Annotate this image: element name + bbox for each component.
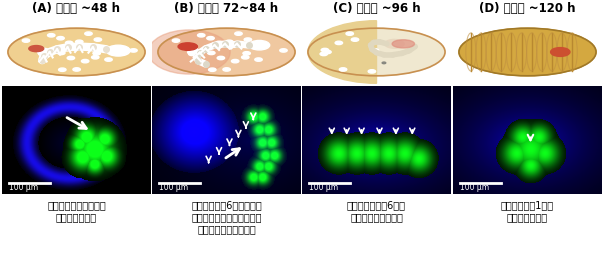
Wedge shape — [308, 21, 376, 83]
Circle shape — [85, 32, 92, 35]
Circle shape — [94, 38, 102, 41]
Ellipse shape — [158, 28, 295, 76]
Circle shape — [232, 59, 239, 63]
Circle shape — [105, 58, 113, 61]
Text: (A) 産卵後 ~48 h: (A) 産卵後 ~48 h — [33, 2, 120, 15]
Circle shape — [346, 32, 353, 35]
Circle shape — [223, 68, 231, 71]
Circle shape — [280, 49, 287, 52]
Circle shape — [191, 48, 198, 52]
Text: (B) 産卵後 72~84 h: (B) 産卵後 72~84 h — [174, 2, 278, 15]
Circle shape — [217, 56, 224, 60]
Circle shape — [45, 50, 53, 54]
Text: 100 μm: 100 μm — [309, 183, 339, 192]
Circle shape — [320, 52, 327, 56]
Circle shape — [38, 51, 45, 54]
Circle shape — [172, 39, 180, 42]
Circle shape — [385, 39, 404, 48]
Circle shape — [59, 68, 66, 72]
Circle shape — [41, 48, 48, 52]
Ellipse shape — [29, 46, 44, 52]
Text: 共生細菌は胚体の腹面
に集積（矢印）: 共生細菌は胚体の腹面 に集積（矢印） — [47, 200, 106, 222]
Ellipse shape — [392, 40, 414, 48]
Ellipse shape — [308, 28, 445, 76]
Ellipse shape — [178, 43, 197, 50]
Circle shape — [73, 68, 80, 71]
Text: 100 μm: 100 μm — [10, 183, 39, 192]
Circle shape — [67, 56, 74, 60]
Circle shape — [215, 41, 223, 45]
Circle shape — [65, 41, 73, 45]
Circle shape — [243, 52, 250, 55]
Circle shape — [57, 51, 65, 55]
Circle shape — [76, 40, 83, 43]
Circle shape — [22, 39, 30, 42]
Circle shape — [324, 50, 331, 54]
Circle shape — [244, 38, 252, 41]
Circle shape — [207, 37, 214, 40]
Circle shape — [195, 50, 203, 54]
Text: 100 μm: 100 μm — [460, 183, 489, 192]
Circle shape — [321, 48, 329, 52]
Text: (D) 産卵後 ~120 h: (D) 産卵後 ~120 h — [479, 2, 576, 15]
Circle shape — [39, 52, 46, 56]
Ellipse shape — [8, 28, 145, 76]
Circle shape — [91, 56, 99, 59]
Circle shape — [209, 68, 216, 72]
Circle shape — [335, 41, 342, 45]
Circle shape — [226, 40, 233, 43]
Circle shape — [339, 68, 347, 71]
Text: (C) 産卵後 ~96 h: (C) 産卵後 ~96 h — [333, 2, 420, 15]
Text: 最終的に左右1対の
菌細胞塊となる: 最終的に左右1対の 菌細胞塊となる — [501, 200, 554, 222]
Circle shape — [382, 62, 386, 64]
Circle shape — [241, 56, 249, 59]
Ellipse shape — [459, 28, 596, 76]
Circle shape — [106, 45, 130, 56]
Text: 胚反転の過程で6つの
菌細胞塊原基が融合: 胚反転の過程で6つの 菌細胞塊原基が融合 — [347, 200, 406, 222]
Circle shape — [57, 37, 64, 40]
Ellipse shape — [148, 30, 231, 74]
Circle shape — [189, 52, 196, 56]
Text: 100 μm: 100 μm — [160, 183, 189, 192]
Circle shape — [129, 49, 137, 52]
Circle shape — [235, 32, 242, 35]
Circle shape — [82, 59, 89, 63]
Circle shape — [352, 38, 359, 41]
Circle shape — [188, 51, 195, 54]
Circle shape — [208, 51, 215, 55]
Circle shape — [197, 34, 205, 37]
Circle shape — [368, 70, 376, 73]
Ellipse shape — [551, 48, 570, 56]
Circle shape — [93, 52, 100, 55]
Circle shape — [371, 49, 379, 52]
Text: 胚体内に左右6対の菌細胞
塊原基が出現し、共生細菌
が感染、局在（矢頭）: 胚体内に左右6対の菌細胞 塊原基が出現し、共生細菌 が感染、局在（矢頭） — [191, 200, 262, 234]
Circle shape — [48, 34, 55, 37]
Circle shape — [249, 40, 270, 50]
Circle shape — [255, 58, 262, 61]
